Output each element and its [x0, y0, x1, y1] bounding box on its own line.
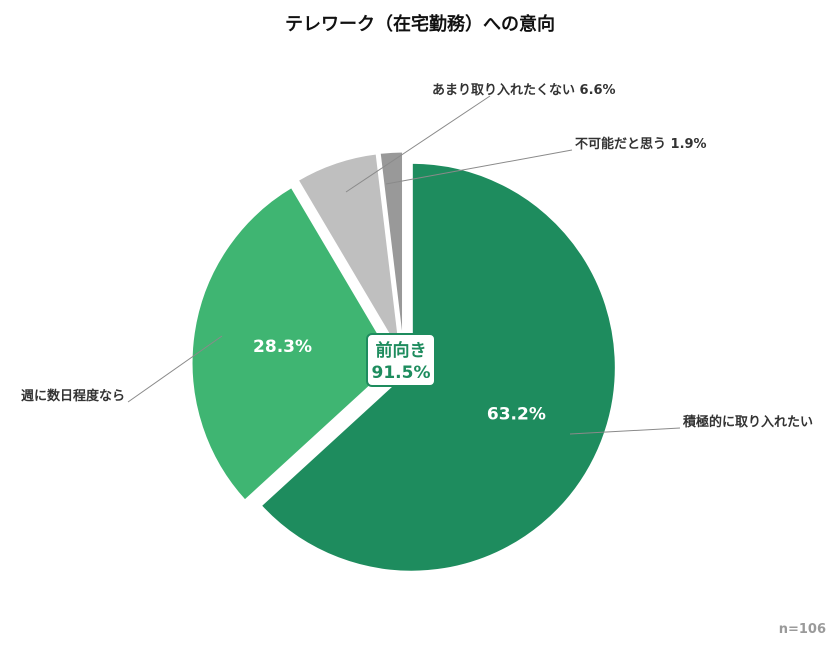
leader-line-1	[569, 427, 681, 435]
callout-label-2: 週に数日程度なら	[21, 388, 125, 404]
callout-label-3: あまり取り入れたくない 6.6%	[432, 83, 616, 98]
callout-label-1: 積極的に取り入れたい	[682, 414, 813, 430]
callout-label-4: 不可能だと思う 1.9%	[575, 136, 707, 152]
slice-value-label-1: 63.2%	[487, 404, 546, 424]
pie-slice-1	[258, 160, 618, 574]
pie-slice-3	[295, 151, 403, 358]
slice-value-label-2: 28.3%	[253, 337, 312, 357]
leader-lines	[127, 95, 681, 435]
center-badge: 前向き 91.5%	[366, 333, 436, 387]
leader-line-4	[385, 149, 573, 185]
labels-layer: 63.2% 28.3% 積極的に取り入れたい 週に数日程度なら あまり取り入れたくない …	[21, 83, 813, 430]
slices-layer	[189, 149, 618, 574]
sample-size-label: n=106	[778, 622, 826, 637]
center-badge-box	[366, 333, 436, 387]
center-badge-line2: 91.5%	[372, 363, 431, 383]
leader-line-3	[345, 95, 491, 193]
center-badge-line1: 前向き	[376, 340, 427, 361]
pie-slice-2	[189, 184, 398, 504]
chart-title: テレワーク（在宅勤務）への意向	[285, 14, 555, 35]
leader-line-2	[127, 335, 223, 403]
pie-slice-4	[377, 149, 406, 357]
